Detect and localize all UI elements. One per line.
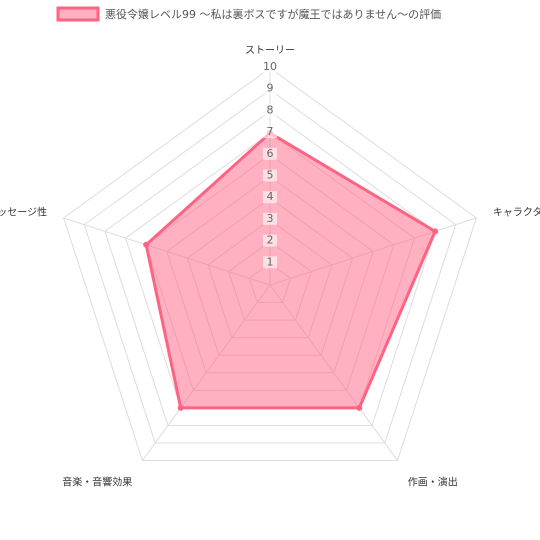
tick-backdrop — [263, 82, 277, 95]
r-tick-label: 4 — [267, 190, 274, 203]
data-point — [177, 404, 184, 411]
r-tick-label: 3 — [267, 212, 274, 225]
r-tick-label: 9 — [267, 82, 274, 95]
tick-backdrop — [263, 61, 277, 73]
grid-line — [63, 67, 477, 462]
tick-backdrop — [263, 126, 277, 139]
category-label: ストーリー — [245, 46, 295, 57]
data-point — [356, 404, 363, 411]
category-label: キャラクター — [493, 207, 540, 219]
category-label: メッセージ性 — [0, 206, 47, 219]
radar-area — [144, 131, 438, 410]
grid-line — [83, 89, 457, 444]
legend-swatch — [56, 6, 100, 22]
tick-backdrop — [263, 256, 277, 269]
data-point — [432, 228, 439, 235]
r-tick-label: 6 — [267, 147, 274, 160]
data-point — [143, 241, 150, 248]
r-tick-label: 10 — [263, 60, 277, 73]
category-label: 音楽・音響効果 — [62, 476, 132, 489]
tick-backdrop — [263, 191, 277, 204]
tick-backdrop — [263, 234, 277, 247]
tick-backdrop — [263, 104, 277, 117]
r-tick-label: 2 — [267, 234, 274, 247]
r-tick-label: 8 — [267, 103, 274, 116]
tick-backdrop — [263, 147, 277, 160]
tick-backdrop — [263, 212, 277, 225]
r-tick-label: 1 — [267, 255, 274, 268]
legend-label: 悪役令嬢レベル99 〜私は裏ボスですが魔王ではありません〜の評価 — [105, 7, 441, 21]
grid-line — [104, 110, 436, 426]
r-tick-label: 7 — [267, 125, 274, 138]
tick-backdrop — [263, 169, 277, 182]
r-tick-label: 5 — [267, 169, 274, 182]
category-label: 作画・演出 — [408, 476, 458, 489]
